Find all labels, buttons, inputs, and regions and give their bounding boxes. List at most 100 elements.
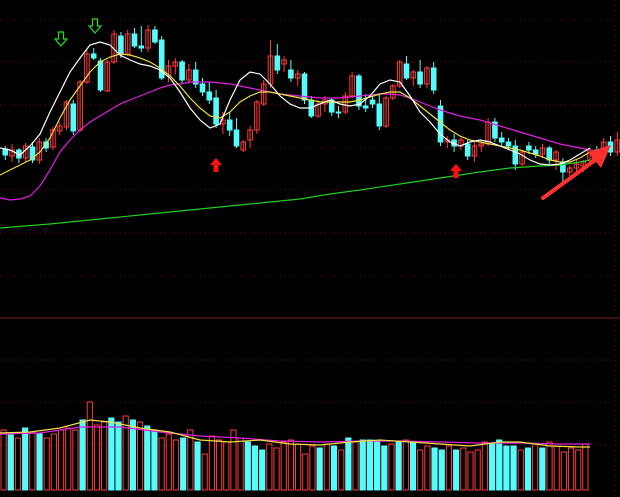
candle [254,101,260,131]
volume-bar [524,447,532,491]
candle [478,143,485,147]
candle [315,103,321,117]
volume-bar [72,429,79,491]
candle [396,61,403,87]
candle [9,149,15,157]
candle [29,146,36,161]
ma-line-magenta [0,81,591,201]
volume-bar [488,443,496,491]
volume-bar [575,449,582,491]
buy-arrow-icon [450,164,462,178]
candle [226,119,233,131]
candle [281,59,287,65]
candle [294,73,301,79]
candle [145,29,151,49]
volume-bar [280,441,287,491]
volume-bar [180,437,187,491]
volume-bar [424,445,431,491]
candle [464,143,471,157]
candle [36,141,43,161]
volume-bar [438,449,445,491]
volume-bar [266,443,273,491]
candle [274,55,281,71]
candle [430,67,437,91]
volume-bar [194,441,201,491]
candle [539,147,546,155]
volume-bar [402,439,409,491]
candle [118,35,124,55]
volume-ma-yellow [0,419,590,448]
volume-bar [366,439,374,491]
candle [56,125,63,132]
volume-ma-magenta [0,426,590,445]
candle [424,67,430,85]
volume-bar [309,445,316,491]
signal-arrows [53,18,462,178]
candle [152,29,158,43]
volume-bar [481,441,488,491]
volume-bar [510,445,517,491]
candle [50,129,56,148]
volume-bar [259,449,266,491]
volume-bar [0,429,7,491]
volume-bar [453,449,460,491]
volume-bar [7,434,14,491]
candle [84,53,90,83]
candle [369,99,376,105]
volume-bar [79,419,86,491]
volume-bar [388,443,395,491]
candle [492,121,498,139]
candle [199,83,206,93]
volume-bar [359,439,366,491]
volume-bar [474,449,481,491]
candle [43,141,49,149]
candle [410,71,417,79]
volume-bar [445,445,453,491]
candle [172,61,179,67]
volume-bar [460,447,467,491]
candle [158,39,165,79]
candle [186,69,192,81]
candle [165,65,172,77]
candle [471,145,478,157]
volume-bar [230,429,237,491]
candle [63,101,70,128]
candle [179,61,185,81]
volume-bar [93,424,101,491]
sell-arrow-icon [87,18,103,34]
volume-bar [560,451,567,491]
moving-average-lines [0,41,591,229]
candle [213,97,219,125]
ma-line-yellow [0,53,591,176]
volume-bar [302,453,309,491]
candle [111,33,117,63]
volume-bar [43,437,50,491]
volume-bar [144,425,151,491]
candle [260,83,267,105]
volume-bar [539,447,546,491]
candle [580,161,587,167]
volume-bar [517,449,524,491]
candle [403,63,410,79]
volume-bar [65,427,72,491]
volume-bar [22,427,29,491]
volume-bar [431,447,438,491]
volume-bar [374,441,381,491]
candle [376,103,383,127]
ma-line-green [0,159,591,229]
candle [240,141,247,151]
volume-bar [409,441,417,491]
volume-bar [316,447,323,491]
volume-bar [496,439,503,491]
volume-bar [172,439,180,491]
volume-bar [187,429,194,491]
volume-bar [417,449,424,491]
candle [546,147,553,161]
candle [90,53,97,59]
candle [505,141,512,147]
buy-arrow-icon [210,158,222,172]
volume-bar [108,417,115,491]
candle [573,163,580,169]
